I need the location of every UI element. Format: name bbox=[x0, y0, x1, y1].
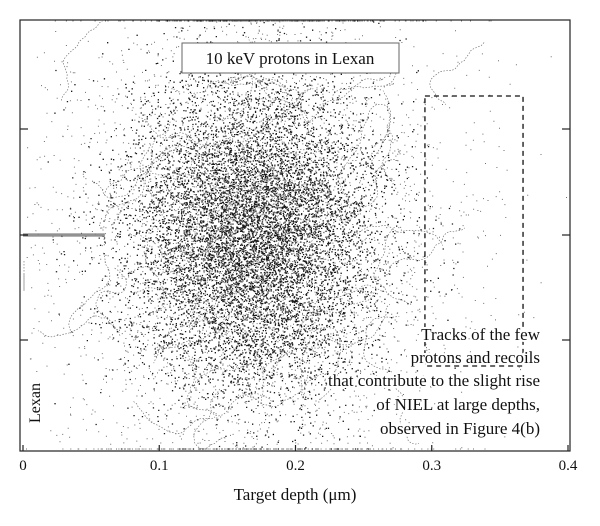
x-axis-ticks: 0 0.1 0.2 0.3 0.4 bbox=[19, 445, 578, 474]
annotation-line: that contribute to the slight rise bbox=[328, 371, 540, 390]
annotation-line: observed in Figure 4(b) bbox=[380, 419, 540, 438]
title-box bbox=[181, 42, 400, 74]
annotation-line: Tracks of the few bbox=[421, 325, 541, 344]
highlight-region bbox=[424, 95, 524, 367]
material-label: Lexan bbox=[27, 383, 44, 423]
x-tick-label: 0.2 bbox=[286, 458, 305, 474]
x-tick-label: 0.3 bbox=[422, 458, 441, 474]
x-tick-label: 0.1 bbox=[150, 458, 169, 474]
chart-title: 10 keV protons in Lexan bbox=[206, 49, 375, 68]
x-tick-label: 0 bbox=[19, 458, 27, 474]
y-axis-ticks bbox=[20, 128, 570, 341]
track-cloud bbox=[23, 20, 567, 450]
plot-frame bbox=[19, 19, 571, 452]
x-tick-label: 0.4 bbox=[559, 458, 578, 474]
track-cloud-halo bbox=[26, 20, 567, 450]
annotation-line: protons and recoils bbox=[411, 348, 540, 367]
x-axis-label: Target depth (μm) bbox=[234, 485, 357, 504]
annotation-text: Tracks of the few protons and recoils that… bbox=[326, 323, 543, 440]
annotation-line: of NIEL at large depths, bbox=[376, 395, 540, 414]
